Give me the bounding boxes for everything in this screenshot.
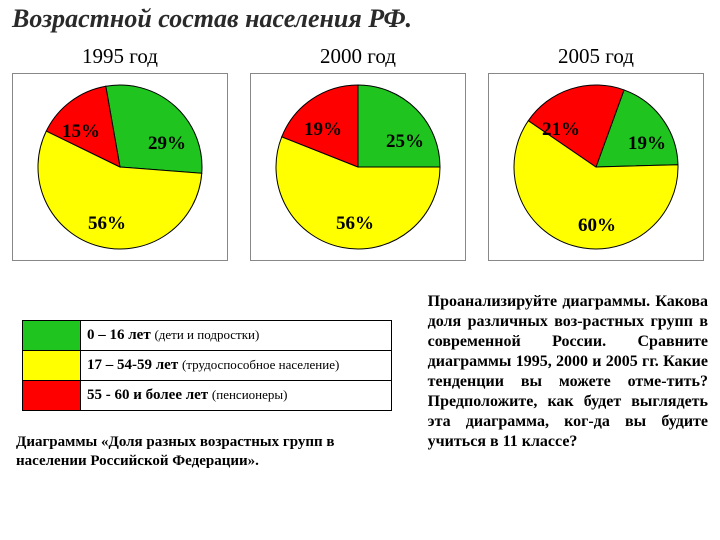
chart-frame: 19% 60% 21% [488,73,704,261]
slice-label: 19% [628,133,666,155]
charts-row: 1995 год29%56%15%2000 год25%56%19%2005 г… [12,44,708,261]
legend-label: 17 – 54-59 лет (трудоспособное население… [81,351,392,381]
chart-title: 1995 год [82,44,158,69]
chart-frame: 25% 56% 19% [250,73,466,261]
pie-slice [106,85,202,173]
legend-column: 0 – 16 лет (дети и подростки)17 – 54-59 … [12,308,410,471]
caption: Диаграммы «Доля разных возрастных групп … [16,433,396,471]
legend-swatch [23,321,81,351]
task-text: Проанализируйте диаграммы. Какова доля р… [428,292,708,452]
legend-swatch [23,351,81,381]
chart-title: 2000 год [320,44,396,69]
legend-row: 55 - 60 и более лет (пенсионеры) [23,381,392,411]
pie-chart: 25% 56% 19% [253,76,463,258]
slice-label: 21% [542,119,580,141]
pie-chart: 29% 56% 15% [15,76,225,258]
chart-frame: 29% 56% 15% [12,73,228,261]
chart-1: 2000 год 25% 56% 19% [250,44,466,261]
page-title: Возрастной состав населения РФ. [12,4,412,34]
legend-swatch [23,381,81,411]
lower-row: 0 – 16 лет (дети и подростки)17 – 54-59 … [12,308,708,471]
slice-label: 60% [578,215,616,237]
chart-2: 2005 год 19% 60% 21% [488,44,704,261]
legend-table: 0 – 16 лет (дети и подростки)17 – 54-59 … [22,320,392,411]
legend-label: 55 - 60 и более лет (пенсионеры) [81,381,392,411]
slice-label: 15% [62,121,100,143]
slice-label: 56% [88,213,126,235]
chart-0: 1995 год 29% 56% 15% [12,44,228,261]
legend-row: 17 – 54-59 лет (трудоспособное население… [23,351,392,381]
slice-label: 56% [336,213,374,235]
legend-label: 0 – 16 лет (дети и подростки) [81,321,392,351]
pie-chart: 19% 60% 21% [491,76,701,258]
slice-label: 29% [148,133,186,155]
slice-label: 19% [304,119,342,141]
slice-label: 25% [386,131,424,153]
legend-row: 0 – 16 лет (дети и подростки) [23,321,392,351]
chart-title: 2005 год [558,44,634,69]
pie-slice [358,85,440,167]
